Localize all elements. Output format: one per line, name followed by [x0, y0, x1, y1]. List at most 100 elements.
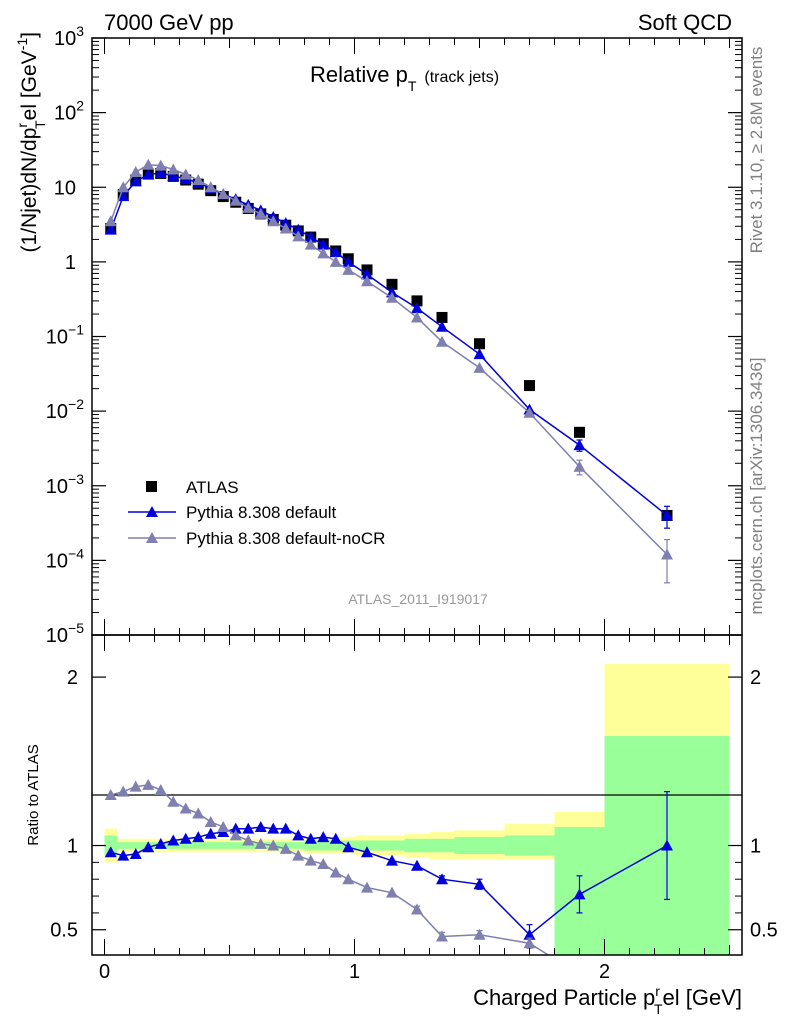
y-tick-exponent: −2: [68, 396, 84, 412]
ratio-y-tick-label-right: 2: [750, 667, 761, 689]
ratio-point-pythia-8-308-default: [317, 831, 330, 843]
y-tick-base: 10: [46, 625, 68, 647]
mcplots-label: mcplots.cern.ch [arXiv:1306.3436]: [747, 357, 766, 614]
y-tick-label: 10−5: [46, 620, 84, 647]
ratio-line-pythia-8-308-default: [110, 826, 668, 936]
x-tick-label: 1: [349, 961, 360, 983]
ratio-point-pythia-8-308-default: [192, 831, 205, 843]
point-atlas: [386, 278, 398, 290]
point-pythia-8-308-default-nocr: [204, 181, 217, 193]
point-atlas: [574, 426, 585, 438]
band-inner: [454, 837, 505, 854]
ratio-point-pythia-8-308-default-nocr: [292, 849, 305, 861]
point-pythia-8-308-default-nocr: [129, 166, 142, 178]
point-pythia-8-308-default: [361, 268, 373, 280]
ratio-point-pythia-8-308-default-nocr: [229, 829, 242, 841]
point-pythia-8-308-default-nocr: [523, 406, 536, 418]
legend-label-pythia-nocr: Pythia 8.308 default-noCR: [186, 529, 385, 548]
watermark: ATLAS_2011_I919017: [348, 591, 488, 607]
ratio-point-pythia-8-308-default: [179, 832, 192, 844]
ratio-point-pythia-8-308-default: [411, 859, 423, 871]
legend-marker-pythia-nocr: [146, 532, 158, 543]
y-tick-exponent: −3: [68, 471, 84, 487]
point-pythia-8-308-default-nocr: [229, 194, 242, 206]
ratio-line-pythia-8-308-default-nocr: [110, 784, 549, 956]
ylabel-close: ]: [18, 32, 41, 38]
ratio-point-pythia-8-308-default: [167, 834, 180, 846]
ratio-point-pythia-8-308-default: [329, 832, 342, 844]
legend-label-atlas: ATLAS: [186, 478, 239, 497]
point-pythia-8-308-default-nocr: [361, 275, 373, 287]
ratio-point-pythia-8-308-default: [304, 832, 317, 844]
point-pythia-8-308-default: [317, 238, 330, 250]
ratio-y-tick-label-right: 0.5: [750, 920, 778, 942]
ratio-point-pythia-8-308-default: [154, 837, 167, 849]
y-tick-base: 1: [65, 252, 76, 274]
point-pythia-8-308-default: [167, 169, 180, 181]
point-pythia-8-308-default: [573, 439, 586, 451]
y-tick-exponent: −5: [68, 620, 84, 636]
point-atlas: [436, 311, 448, 323]
point-pythia-8-308-default: [329, 246, 342, 258]
band-inner: [504, 835, 555, 856]
band-inner: [329, 840, 355, 851]
ratio-point-pythia-8-308-default: [242, 822, 255, 834]
y-tick-exponent: 3: [76, 23, 84, 39]
main-title-subscript: T: [408, 78, 417, 94]
point-pythia-8-308-default-nocr: [267, 215, 280, 227]
y-tick-exponent: 2: [76, 98, 84, 114]
y-tick-base: 10: [46, 327, 68, 349]
y-tick-label: 103: [54, 23, 84, 50]
y-tick-label: 102: [54, 98, 84, 125]
point-pythia-8-308-default-nocr: [436, 335, 448, 347]
point-pythia-8-308-default: [473, 348, 486, 360]
ratio-point-pythia-8-308-default: [436, 873, 448, 885]
point-pythia-8-308-default-nocr: [473, 361, 486, 373]
ratio-point-pythia-8-308-default: [142, 841, 155, 853]
band-inner: [354, 840, 380, 851]
point-atlas: [411, 295, 423, 307]
ratio-point-pythia-8-308-default: [104, 846, 117, 858]
y-tick-label: 10−2: [46, 396, 84, 423]
point-pythia-8-308-default-nocr: [329, 255, 342, 267]
xlabel-main: Charged Particle p: [473, 985, 655, 1010]
ratio-point-pythia-8-308-default-nocr: [217, 821, 230, 832]
ratio-point-pythia-8-308-default-nocr: [436, 930, 448, 942]
y-tick-label: 10−3: [46, 471, 84, 498]
point-pythia-8-308-default-nocr: [254, 207, 267, 219]
point-pythia-8-308-default-nocr: [573, 460, 586, 472]
point-pythia-8-308-default-nocr: [317, 247, 330, 259]
y-tick-label: 10−4: [46, 545, 84, 572]
header-energy: 7000 GeV pp: [104, 10, 234, 35]
ratio-point-pythia-8-308-default-nocr: [411, 903, 423, 915]
point-pythia-8-308-default-nocr: [154, 159, 167, 171]
main-x-ticks: [104, 38, 730, 635]
ratio-point-pythia-8-308-default: [229, 822, 242, 834]
ylabel-sub: T: [32, 120, 48, 129]
rivet-label: Rivet 3.1.10, ≥ 2.8M events: [747, 47, 766, 254]
series-line-pythia-8-308-default-nocr: [110, 164, 668, 556]
ratio-point-pythia-8-308-default: [279, 822, 292, 834]
ratio-point-pythia-8-308-default-nocr: [386, 886, 398, 898]
ratio-point-pythia-8-308-default-nocr: [473, 928, 486, 940]
ratio-point-pythia-8-308-default: [473, 878, 486, 890]
legend-marker-atlas: [146, 481, 157, 492]
ratio-point-pythia-8-308-default-nocr: [361, 881, 373, 893]
point-pythia-8-308-default: [436, 320, 448, 332]
x-tick-label: 2: [599, 961, 610, 983]
legend-item-pythia-nocr: Pythia 8.308 default-noCR: [128, 529, 385, 548]
ratio-point-pythia-8-308-default-nocr: [167, 795, 180, 807]
legend-item-pythia-default: Pythia 8.308 default: [128, 503, 337, 522]
ratio-point-pythia-8-308-default: [267, 822, 280, 834]
ratio-point-pythia-8-308-default-nocr: [179, 802, 192, 814]
ratio-point-pythia-8-308-default-nocr: [117, 785, 130, 797]
point-pythia-8-308-default-nocr: [117, 181, 130, 193]
ylabel-tail: el [GeV: [18, 50, 41, 120]
legend-label-pythia-default: Pythia 8.308 default: [186, 503, 337, 522]
ratio-point-pythia-8-308-default-nocr: [523, 937, 536, 949]
main-y-axis-label: (1/Njet)dN/dpr Tel [GeV-1]: [14, 32, 48, 252]
band-inner: [129, 842, 305, 849]
